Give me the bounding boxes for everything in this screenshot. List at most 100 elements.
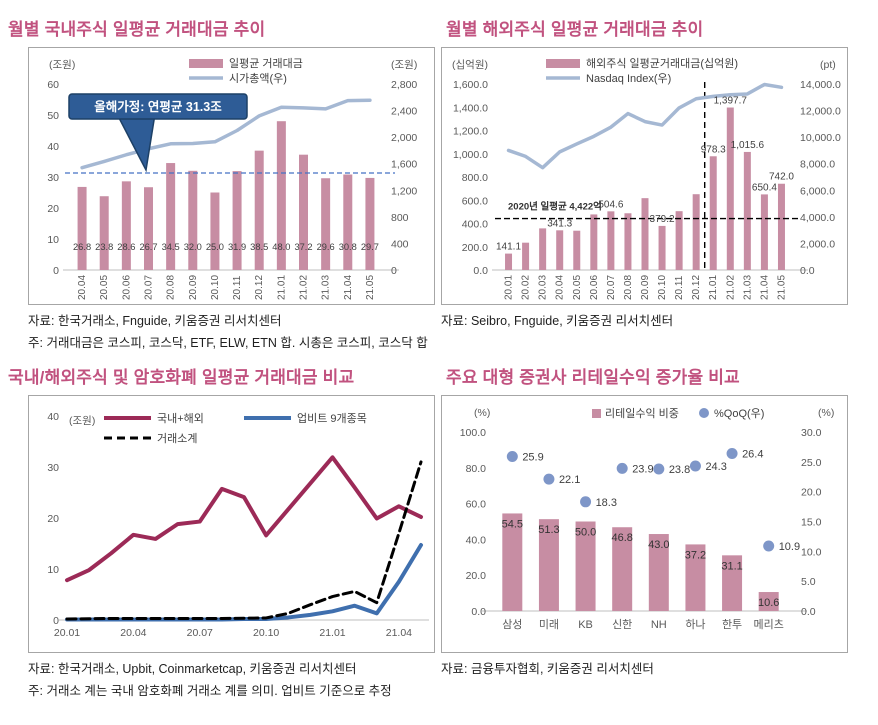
svg-text:38.5: 38.5 bbox=[250, 242, 268, 252]
svg-text:20.04: 20.04 bbox=[555, 275, 566, 300]
svg-text:20.09: 20.09 bbox=[188, 275, 199, 300]
legend-bar-swatch bbox=[546, 59, 580, 68]
svg-text:15.0: 15.0 bbox=[801, 517, 822, 529]
source-brokers: 자료: 금융투자협회, 키움증권 리서치센터 bbox=[441, 662, 654, 676]
crypto-compare-chart: 0 10 20 30 40 (조원) 20.01 20.04 20.07 20.10 21.01 21… bbox=[47, 411, 429, 639]
svg-text:21.04: 21.04 bbox=[386, 627, 412, 639]
svg-text:20: 20 bbox=[47, 513, 59, 525]
svg-text:4,000.0: 4,000.0 bbox=[800, 212, 835, 224]
svg-text:(%): (%) bbox=[474, 407, 490, 419]
svg-text:1,015.6: 1,015.6 bbox=[731, 140, 765, 151]
svg-text:20.0: 20.0 bbox=[801, 487, 822, 499]
svg-text:20.09: 20.09 bbox=[640, 275, 651, 300]
svg-text:37.2: 37.2 bbox=[294, 242, 312, 252]
svg-text:업비트 9개종목: 업비트 9개종목 bbox=[297, 412, 367, 425]
svg-text:10.0: 10.0 bbox=[801, 546, 822, 558]
svg-text:시가총액(우): 시가총액(우) bbox=[229, 72, 287, 85]
svg-text:20.10: 20.10 bbox=[253, 627, 279, 639]
svg-text:KB: KB bbox=[578, 619, 593, 631]
svg-text:54.5: 54.5 bbox=[502, 518, 523, 530]
svg-text:20.01: 20.01 bbox=[504, 275, 515, 300]
svg-text:26.8: 26.8 bbox=[73, 242, 91, 252]
legend-qoq-swatch bbox=[699, 408, 709, 418]
svg-text:신한: 신한 bbox=[612, 618, 632, 631]
domestic-trading-chart: 0 10 20 30 40 50 60 0 400 800 1,200 1,600 2,000 2,400… bbox=[47, 56, 417, 300]
svg-text:20.03: 20.03 bbox=[538, 275, 549, 300]
svg-text:20.11: 20.11 bbox=[674, 275, 685, 300]
svg-text:600.0: 600.0 bbox=[462, 195, 488, 207]
panel-brokers: 주요 대형 증권사 리테일수익 증가율 비교 0.0 20.0 40.0 60.0 80… bbox=[441, 368, 848, 677]
svg-text:341.3: 341.3 bbox=[547, 218, 572, 229]
svg-text:국내+해외: 국내+해외 bbox=[157, 411, 204, 425]
svg-text:20.08: 20.08 bbox=[166, 275, 177, 300]
svg-text:(%): (%) bbox=[818, 407, 834, 419]
svg-text:50.0: 50.0 bbox=[575, 527, 596, 539]
svg-text:650.4: 650.4 bbox=[752, 182, 777, 193]
svg-text:10.6: 10.6 bbox=[758, 597, 779, 609]
svg-text:20.02: 20.02 bbox=[521, 275, 532, 300]
svg-text:20.07: 20.07 bbox=[606, 275, 617, 300]
svg-text:400.0: 400.0 bbox=[462, 219, 488, 231]
svg-text:1,600.0: 1,600.0 bbox=[453, 79, 488, 91]
svg-text:Nasdaq Index(우): Nasdaq Index(우) bbox=[586, 72, 671, 85]
svg-text:18.3: 18.3 bbox=[596, 497, 617, 509]
svg-text:30: 30 bbox=[47, 462, 59, 474]
source-overseas: 자료: Seibro, Fnguide, 키움증권 리서치센터 bbox=[441, 314, 674, 328]
svg-text:21.05: 21.05 bbox=[365, 275, 376, 300]
svg-text:28.6: 28.6 bbox=[117, 242, 135, 252]
svg-text:2,000.0: 2,000.0 bbox=[800, 238, 835, 250]
svg-text:2,800: 2,800 bbox=[391, 79, 417, 91]
svg-text:20.12: 20.12 bbox=[254, 275, 265, 300]
svg-text:미래: 미래 bbox=[539, 618, 559, 631]
svg-text:20.10: 20.10 bbox=[657, 275, 668, 300]
svg-text:(십억원): (십억원) bbox=[452, 59, 488, 71]
svg-text:26.4: 26.4 bbox=[742, 448, 763, 460]
svg-text:5.0: 5.0 bbox=[801, 576, 816, 588]
svg-text:40.0: 40.0 bbox=[466, 534, 487, 546]
svg-text:(pt): (pt) bbox=[820, 59, 836, 71]
chart-domestic: 0 10 20 30 40 50 60 0 400 800 1,200 1,600 2,000 2,400… bbox=[28, 47, 435, 305]
svg-text:25.9: 25.9 bbox=[522, 451, 543, 463]
svg-text:29.7: 29.7 bbox=[361, 242, 379, 252]
svg-text:20.12: 20.12 bbox=[691, 275, 702, 300]
legend-retail-share-swatch bbox=[592, 409, 601, 418]
svg-text:20: 20 bbox=[47, 203, 59, 215]
svg-text:20.01: 20.01 bbox=[54, 627, 80, 639]
panel-crypto: 국내/해외주식 및 암호화폐 일평균 거래대금 비교 0 10 20 30 40 (조원)… bbox=[8, 368, 435, 699]
svg-text:%QoQ(우): %QoQ(우) bbox=[714, 407, 764, 420]
svg-text:20.07: 20.07 bbox=[144, 275, 155, 300]
upbit-line bbox=[65, 543, 423, 622]
svg-text:29.6: 29.6 bbox=[317, 242, 335, 252]
svg-text:80.0: 80.0 bbox=[466, 463, 487, 475]
svg-text:20.0: 20.0 bbox=[466, 570, 487, 582]
svg-text:978.3: 978.3 bbox=[701, 144, 726, 155]
svg-text:60: 60 bbox=[47, 79, 59, 91]
svg-text:50: 50 bbox=[47, 110, 59, 122]
market-cap-line bbox=[80, 98, 372, 170]
svg-text:6,000.0: 6,000.0 bbox=[800, 185, 835, 197]
svg-text:(조원): (조원) bbox=[69, 415, 95, 427]
svg-text:하나: 하나 bbox=[685, 617, 705, 631]
svg-text:742.0: 742.0 bbox=[769, 172, 794, 183]
svg-text:21.01: 21.01 bbox=[276, 275, 287, 300]
svg-text:20.06: 20.06 bbox=[121, 275, 132, 300]
qoq-dots bbox=[506, 447, 775, 552]
svg-text:10: 10 bbox=[47, 564, 59, 576]
exchange-total-line bbox=[65, 460, 423, 621]
svg-text:올해가정: 연평균 31.3조: 올해가정: 연평균 31.3조 bbox=[94, 99, 222, 114]
svg-text:21.01: 21.01 bbox=[319, 627, 345, 639]
svg-text:일평균 거래대금: 일평균 거래대금 bbox=[229, 56, 303, 70]
overseas-trading-chart: 0.0 200.0 400.0 600.0 800.0 1,000.0 1,200.0 1,4… bbox=[452, 56, 841, 300]
svg-text:20.04: 20.04 bbox=[77, 275, 88, 300]
svg-text:379.2: 379.2 bbox=[650, 214, 675, 225]
svg-text:0.0: 0.0 bbox=[471, 606, 486, 618]
svg-text:22.1: 22.1 bbox=[559, 474, 580, 486]
svg-text:60.0: 60.0 bbox=[466, 499, 487, 511]
svg-text:24.3: 24.3 bbox=[705, 461, 726, 473]
svg-text:리테일수익 비중: 리테일수익 비중 bbox=[605, 406, 679, 420]
svg-text:8,000.0: 8,000.0 bbox=[800, 159, 835, 171]
chart-title-crypto: 국내/해외주식 및 암호화폐 일평균 거래대금 비교 bbox=[8, 368, 355, 387]
svg-text:2,400: 2,400 bbox=[391, 106, 417, 118]
svg-text:10.9: 10.9 bbox=[779, 541, 800, 553]
